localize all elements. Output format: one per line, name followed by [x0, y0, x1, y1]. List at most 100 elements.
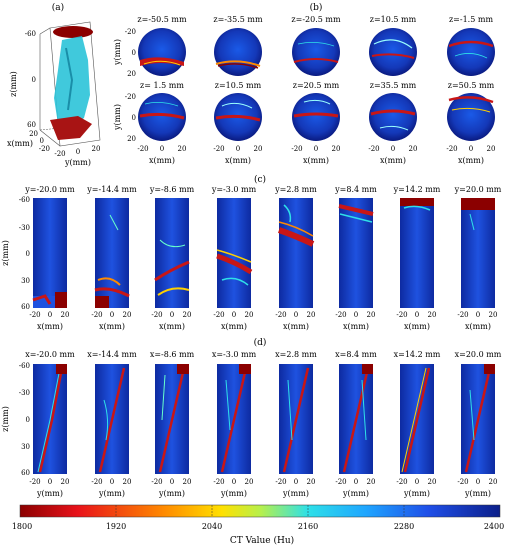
colorbar-tick-5: 2280 [394, 522, 414, 531]
svg-text:0: 0 [110, 311, 114, 319]
panel-b-xlabel-2: x(mm) [225, 156, 251, 165]
svg-text:-20: -20 [151, 311, 162, 319]
svg-text:-20: -20 [213, 145, 224, 153]
panel-c-ztick-5: 60 [21, 303, 30, 311]
panel-b-xticks-5: -20 0 20 [446, 145, 495, 153]
svg-text:-20: -20 [91, 311, 102, 319]
panel-b-xlabel-5: x(mm) [458, 156, 484, 165]
svg-text:0: 0 [170, 478, 174, 486]
svg-text:20: 20 [409, 145, 418, 153]
svg-text:-20: -20 [29, 478, 40, 486]
colorbar-tick-4: 2160 [298, 522, 318, 531]
panel-d-xticks: -20 0 20 -20 0 20 -20 0 20 -20 0 20 -20 0 20 -20 0 2… [29, 478, 497, 486]
svg-text:0: 0 [354, 478, 358, 486]
colorbar-tick-6: 2400 [484, 522, 504, 531]
panel-c-title-2: y=-14.4 mm [86, 185, 137, 194]
svg-text:y(mm): y(mm) [342, 489, 369, 498]
panel-a-z-tick-3: 60 [27, 121, 36, 129]
panel-c-slice-7 [400, 198, 434, 308]
svg-text:0: 0 [314, 145, 318, 153]
svg-text:x(mm): x(mm) [283, 322, 309, 331]
svg-text:y(mm): y(mm) [403, 489, 430, 498]
svg-text:x(mm): x(mm) [221, 322, 247, 331]
svg-text:y(mm): y(mm) [98, 489, 125, 498]
panel-b-title-3: z=-20.5 mm [291, 15, 341, 24]
svg-text:-20: -20 [335, 478, 346, 486]
svg-text:20: 20 [245, 311, 254, 319]
svg-text:0: 0 [476, 478, 480, 486]
colorbar: 1800 1920 2040 2160 2280 2400 CT Value (… [12, 504, 504, 546]
panel-d-title-4: x=-3.0 mm [212, 350, 257, 359]
panel-a-z-tick-1: -60 [25, 30, 36, 38]
panel-b-ytick-r1-2: 0 [132, 49, 136, 57]
svg-text:0: 0 [48, 311, 52, 319]
panel-b-disc-10 [447, 93, 495, 141]
panel-d-title-5: x=2.8 mm [275, 350, 317, 359]
panel-d-title-3: x=-8.6 mm [150, 350, 195, 359]
panel-a-z-tick-2: 0 [32, 76, 36, 84]
panel-d-title-7: x=14.2 mm [394, 350, 441, 359]
svg-text:0: 0 [160, 145, 164, 153]
panel-b-xticks-1: -20 0 20 [137, 145, 186, 153]
svg-text:-20: -20 [91, 478, 102, 486]
svg-text:20: 20 [307, 311, 316, 319]
svg-text:y(mm): y(mm) [158, 489, 185, 498]
svg-text:0: 0 [232, 478, 236, 486]
panel-b-disc-9 [369, 93, 417, 141]
panel-a-x-tick-2: 0 [40, 137, 44, 145]
svg-text:0: 0 [354, 311, 358, 319]
svg-text:20: 20 [489, 311, 498, 319]
svg-text:0: 0 [391, 145, 395, 153]
svg-text:20: 20 [332, 145, 341, 153]
panel-c-title-6: y=8.4 mm [334, 185, 377, 194]
svg-text:20: 20 [428, 311, 437, 319]
svg-text:0: 0 [294, 311, 298, 319]
panel-c-slice-2 [94, 198, 130, 308]
svg-text:0: 0 [232, 311, 236, 319]
panel-d-ztick-2: -30 [19, 389, 30, 397]
svg-text:20: 20 [123, 478, 132, 486]
panel-d-slice-2 [95, 364, 129, 474]
panel-d-ylabel: z(mm) [1, 406, 10, 432]
svg-text:20: 20 [428, 478, 437, 486]
svg-text:20: 20 [178, 145, 187, 153]
svg-text:-20: -20 [396, 478, 407, 486]
svg-text:-20: -20 [137, 145, 148, 153]
colorbar-tick-1: 1800 [12, 522, 32, 531]
panel-d-ztick-4: 30 [21, 443, 30, 451]
panel-d-title-8: x=20.0 mm [455, 350, 502, 359]
panel-c-title-5: y=2.8 mm [274, 185, 317, 194]
svg-text:x(mm): x(mm) [37, 322, 63, 331]
panel-label-c: (c) [254, 174, 266, 185]
panel-b-disc-1 [138, 28, 186, 76]
panel-b-title-4: z=10.5 mm [370, 15, 417, 24]
panel-d: x=-20.0 mm x=-14.4 mm x=-8.6 mm x=-3.0 m… [1, 350, 502, 498]
panel-b-disc-4 [369, 28, 417, 76]
panel-b-xticks-2: -20 0 20 [213, 145, 262, 153]
svg-text:20: 20 [254, 145, 263, 153]
panel-c-ylabel: z(mm) [1, 240, 10, 266]
panel-b-disc-5 [447, 28, 495, 76]
panel-c-slice-8 [461, 198, 495, 308]
colorbar-label: CT Value (Hu) [230, 535, 294, 546]
panel-c-title-3: y=-8.6 mm [149, 185, 195, 194]
svg-text:0: 0 [294, 478, 298, 486]
panel-b-disc-6 [138, 93, 186, 141]
svg-text:20: 20 [245, 478, 254, 486]
panel-b-xticks-3: -20 0 20 [291, 145, 340, 153]
panel-c-ztick-4: 30 [21, 277, 30, 285]
panel-b-ytick-r2-3: 20 [127, 135, 136, 143]
panel-d-slice-8 [461, 364, 495, 474]
svg-text:-20: -20 [457, 478, 468, 486]
panel-d-title-1: x=-20.0 mm [25, 350, 75, 359]
svg-text:20: 20 [183, 311, 192, 319]
svg-text:-20: -20 [291, 145, 302, 153]
svg-text:20: 20 [307, 478, 316, 486]
svg-text:20: 20 [367, 311, 376, 319]
panel-c: y=-20.0 mm y=-14.4 mm y=-8.6 mm y=-3.0 m… [1, 185, 502, 331]
panel-c-slice-3 [154, 198, 190, 308]
panel-a-y-tick-1: -20 [54, 150, 65, 158]
panel-c-ztick-2: -30 [19, 224, 30, 232]
panel-b-ytick-r1-1: -20 [125, 28, 136, 36]
